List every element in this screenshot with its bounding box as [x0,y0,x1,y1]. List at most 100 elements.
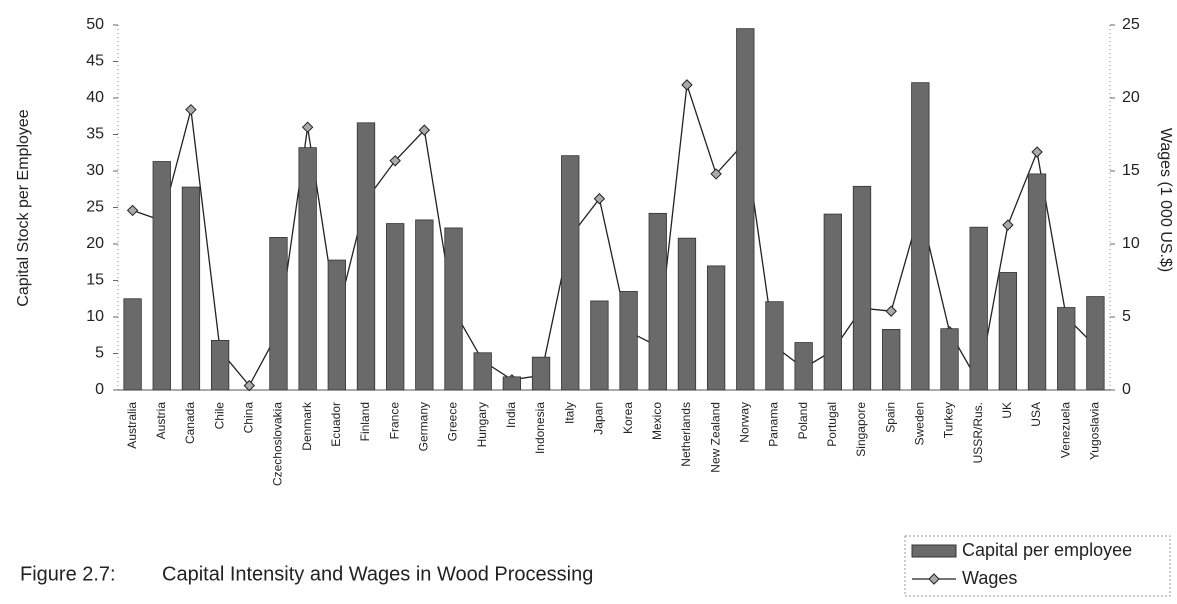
bar [473,352,492,391]
bar [794,342,813,391]
wage-marker [710,168,722,180]
bar [327,259,346,391]
x-tick-label: Hungary [475,402,489,447]
chart-title: Capital Intensity and Wages in Wood Proc… [162,563,593,585]
bar [852,185,872,391]
y-tick-label: 15 [86,272,104,289]
legend-label: Capital per employee [962,540,1132,560]
wage-marker [1002,219,1014,231]
bar [269,237,288,391]
y-tick-label: 30 [86,162,104,179]
bar [1086,296,1105,391]
bar [911,82,930,391]
y2-tick-label: 25 [1122,16,1140,33]
bar [531,356,551,391]
y-tick-label: 25 [86,199,104,216]
bar [765,301,784,391]
bar [736,28,755,391]
wage-marker [885,305,897,317]
y2-tick-label: 0 [1122,381,1131,398]
legend-box [904,535,1171,597]
x-tick-label: Finland [358,402,372,441]
x-tick-label: USSR/Rus. [971,402,985,463]
y2-tick-label: 10 [1122,235,1140,252]
wage-marker [593,193,606,205]
y-tick-label: 45 [86,53,104,70]
x-tick-label: Netherlands [679,402,693,467]
x-tick-label: Mexico [650,402,664,440]
x-tick-label: Norway [737,402,751,443]
y2-tick-label: 15 [1122,162,1140,179]
wage-marker [418,124,431,136]
bar [998,272,1018,391]
y-tick-label: 5 [95,345,104,362]
bar [648,212,667,391]
bar [415,219,434,391]
y-tick-label: 35 [86,126,104,143]
bar [1027,173,1047,391]
wage-marker [126,204,139,217]
bar [181,186,201,391]
x-tick-label: Indonesia [533,402,547,454]
x-tick-label: Austria [154,402,168,440]
bar [823,213,842,391]
y2-tick-label: 20 [1122,89,1140,106]
y2-tick-label: 5 [1122,308,1131,325]
bar [298,147,317,391]
wage-marker [243,379,256,392]
x-tick-label: USA [1029,402,1043,427]
legend-label: Wages [962,568,1017,588]
bar [356,122,376,391]
x-tick-label: Korea [621,402,635,434]
y-tick-label: 0 [95,381,104,398]
bar [444,227,463,391]
bar [677,237,697,391]
x-tick-label: Poland [796,402,810,439]
y2-axis-label: Wages (1 000 US.$) [1157,128,1174,272]
x-tick-label: Ecuador [329,402,343,447]
figure-label: Figure 2.7: [20,563,116,585]
x-tick-label: New Zealand [708,402,722,473]
bar [123,298,142,391]
x-tick-label: Portugal [825,402,839,447]
x-tick-label: Turkey [942,402,956,438]
x-tick-label: Panama [767,402,781,447]
bar [619,291,638,391]
wage-marker [681,79,693,91]
y-tick-label: 10 [86,308,104,325]
x-tick-label: India [504,402,518,428]
wage-marker [185,103,197,116]
x-tick-label: Australia [125,402,139,449]
x-tick-label: Yugoslavia [1088,402,1102,460]
y-tick-label: 40 [86,89,104,106]
x-tick-label: Venezuela [1058,402,1072,458]
x-tick-label: Japan [592,402,606,435]
bar [706,265,726,391]
bar [940,328,959,391]
wage-marker [1031,146,1043,158]
x-tick-label: Denmark [300,401,314,451]
legend-marker [928,573,940,585]
x-tick-label: Spain [883,402,897,433]
bar [152,161,171,391]
bar [386,223,405,391]
bar [590,300,609,391]
wage-marker [301,121,314,133]
wage-marker [389,155,401,167]
wage-line [132,84,1096,387]
x-tick-label: Greece [446,402,460,442]
x-tick-label: Sweden [913,402,927,445]
bar [969,226,988,391]
bar [210,339,230,391]
bar [882,329,901,391]
bar [502,376,522,391]
legend-swatch [911,544,957,558]
x-tick-label: UK [1000,402,1014,419]
y-axis-label: Capital Stock per Employee [15,109,32,307]
x-tick-label: Chile [212,402,226,430]
bar [1057,307,1076,391]
x-tick-label: Italy [562,402,576,424]
x-tick-label: Germany [417,402,431,451]
y-tick-label: 20 [86,235,104,252]
